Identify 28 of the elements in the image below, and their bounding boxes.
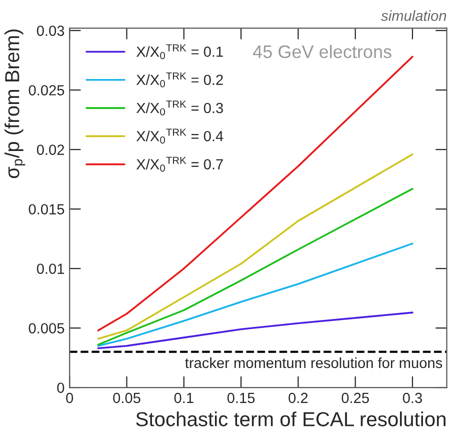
text: simulation (381, 10, 446, 21)
y-tick-label: 0 (57, 382, 64, 393)
line-series (97, 153, 414, 340)
x-tick-label: 0.1 (174, 392, 194, 404)
y-tick-label: 0.02 (36, 144, 64, 155)
x-tick-label: 0.2 (288, 392, 308, 404)
x-tick-label: 0.3 (402, 392, 422, 404)
legend-label: X/X$_{0}$$^{TRK}$ = 0.4 (136, 128, 224, 144)
x-tick-label: 0.15 (227, 392, 255, 404)
line-series (97, 312, 414, 350)
line-series (97, 188, 414, 346)
y-tick-label: 0.005 (28, 323, 64, 334)
ref-line-label: tracker momentum resolution for muons (185, 357, 442, 368)
y-tick-label: 0.025 (28, 85, 64, 96)
x-tick-label: 0.05 (113, 392, 140, 404)
legend-label: X/X$_{0}$$^{TRK}$ = 0.3 (136, 100, 223, 116)
legend-label: X/X$_{0}$$^{TRK}$ = 0.7 (136, 156, 223, 172)
y-tick-label: 0.01 (36, 264, 64, 274)
x-tick-label: 0.25 (342, 392, 369, 404)
x-axis-title: Stochastic term of ECAL resolution (136, 412, 446, 426)
y-tick-label: 0.03 (36, 26, 64, 36)
legend-label: X/X$_{0}$$^{TRK}$ = 0.1 (136, 44, 223, 60)
legend-label: X/X$_{0}$$^{TRK}$ = 0.2 (136, 72, 223, 88)
line-series (97, 242, 414, 347)
y-axis-title: σ$_{p}$/p (from Brem) (4, 29, 26, 178)
y-tick-label: 0.015 (28, 204, 64, 214)
x-tick-label: 0 (66, 392, 74, 404)
annotation: 45 GeV electrons (252, 44, 392, 58)
